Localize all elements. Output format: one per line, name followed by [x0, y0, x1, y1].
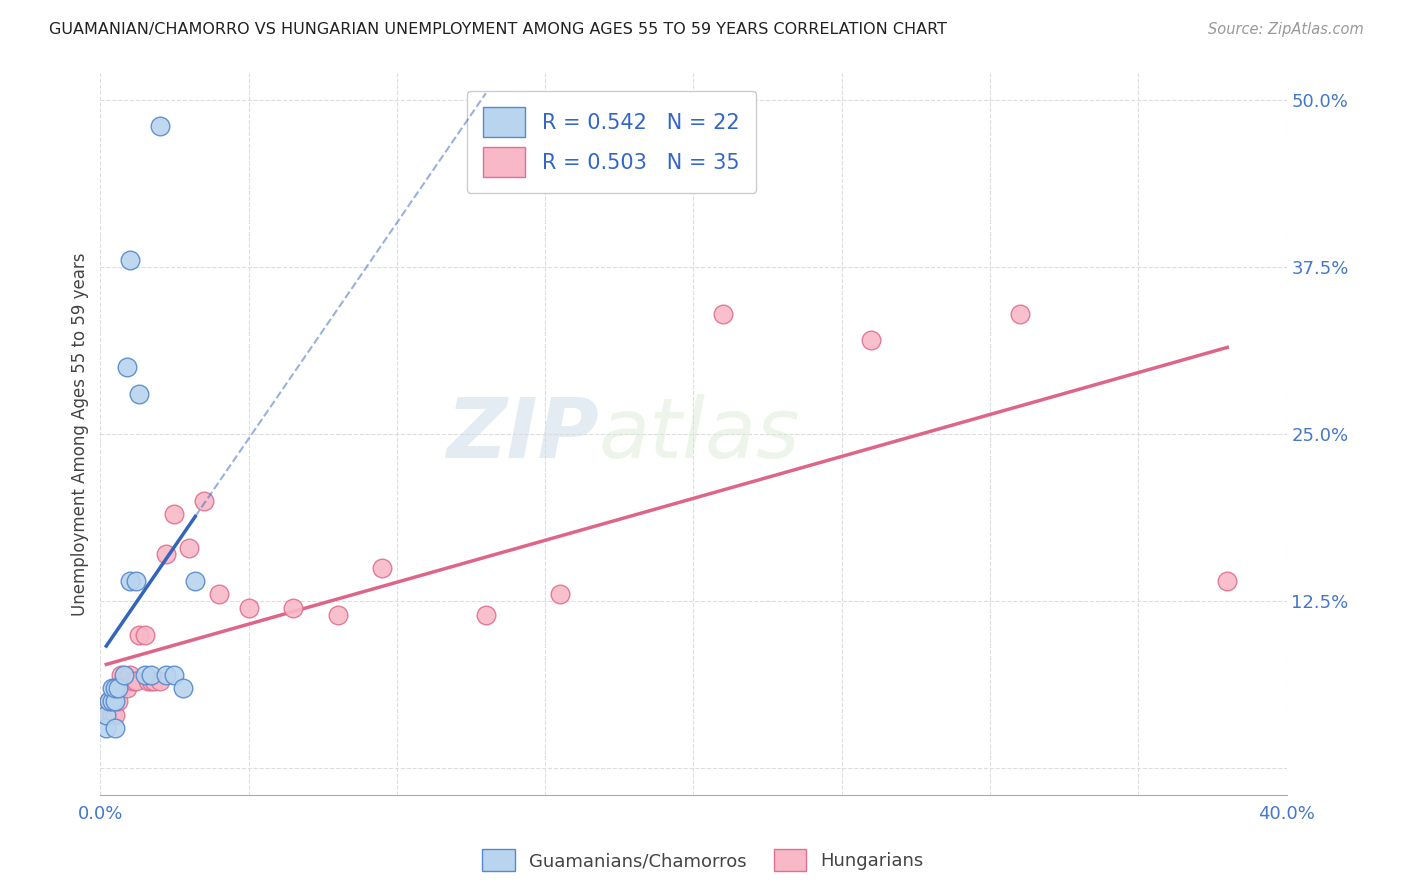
Point [98, 694, 121, 708]
Text: ZIP: ZIP [446, 393, 599, 475]
Point [104, 694, 127, 708]
Point [125, 674, 148, 689]
Point [134, 627, 156, 641]
Point [238, 600, 260, 615]
Point [101, 707, 124, 722]
Point [149, 674, 172, 689]
Point [110, 681, 132, 695]
Point [193, 494, 215, 508]
Point [110, 667, 132, 681]
Point [118, 574, 141, 588]
Point [172, 681, 194, 695]
Point [118, 253, 141, 268]
Point [115, 360, 138, 375]
Point [104, 681, 127, 695]
Y-axis label: Unemployment Among Ages 55 to 59 years: Unemployment Among Ages 55 to 59 years [72, 252, 89, 615]
Point [184, 574, 207, 588]
Point [101, 681, 124, 695]
Point [112, 667, 135, 681]
Point [125, 574, 148, 588]
Point [139, 667, 162, 681]
Point [118, 667, 141, 681]
Point [122, 674, 145, 689]
Point [155, 547, 177, 561]
Point [326, 607, 349, 622]
Point [155, 667, 177, 681]
Point [860, 334, 883, 348]
Text: atlas: atlas [599, 393, 800, 475]
Text: Source: ZipAtlas.com: Source: ZipAtlas.com [1208, 22, 1364, 37]
Point [104, 681, 127, 695]
Legend: Guamanians/Chamorros, Hungarians: Guamanians/Chamorros, Hungarians [475, 842, 931, 879]
Point [101, 694, 124, 708]
Point [96, 707, 118, 722]
Point [475, 607, 498, 622]
Point [139, 674, 162, 689]
Point [128, 387, 150, 401]
Point [1008, 307, 1031, 321]
Point [107, 694, 129, 708]
Point [107, 681, 129, 695]
Point [115, 681, 138, 695]
Point [96, 707, 118, 722]
Text: GUAMANIAN/CHAMORRO VS HUNGARIAN UNEMPLOYMENT AMONG AGES 55 TO 59 YEARS CORRELATI: GUAMANIAN/CHAMORRO VS HUNGARIAN UNEMPLOY… [49, 22, 948, 37]
Point [711, 307, 734, 321]
Point [281, 600, 304, 615]
Point [136, 674, 159, 689]
Point [128, 627, 150, 641]
Point [149, 120, 172, 134]
Point [163, 667, 186, 681]
Point [548, 587, 571, 601]
Point [163, 508, 186, 522]
Point [142, 674, 165, 689]
Point [96, 721, 118, 735]
Point [1216, 574, 1239, 588]
Point [98, 694, 121, 708]
Point [101, 694, 124, 708]
Point [371, 560, 394, 574]
Point [179, 541, 201, 555]
Point [112, 674, 135, 689]
Point [208, 587, 231, 601]
Point [104, 721, 127, 735]
Legend: R = 0.542   N = 22, R = 0.503   N = 35: R = 0.542 N = 22, R = 0.503 N = 35 [467, 91, 756, 194]
Point [104, 707, 127, 722]
Point [134, 667, 156, 681]
